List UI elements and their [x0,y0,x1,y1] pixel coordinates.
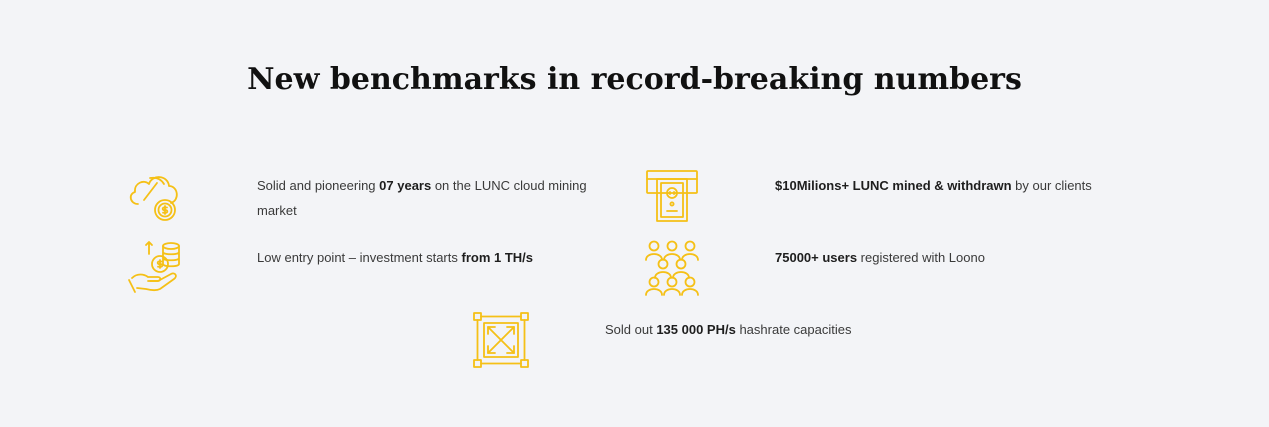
section-title: New benchmarks in record-breaking number… [247,62,1022,97]
stat-entry-text: Low entry point – investment starts from… [257,250,533,265]
atm-cash-icon [644,168,700,224]
stat-users-text: 75000+ users registered with Loono [775,250,985,265]
hand-coins-icon [126,240,182,296]
expand-box-icon [473,312,529,368]
stat-hashrate-text: Sold out 135 000 PH/s hashrate capacitie… [605,322,852,337]
stat-mined-text: $10Milions+ LUNC mined & withdrawn by ou… [775,178,1092,193]
stat-years-text: Solid and pioneering 07 years on the LUN… [257,178,587,218]
cloud-mining-icon [126,168,182,224]
users-group-icon [644,240,700,296]
